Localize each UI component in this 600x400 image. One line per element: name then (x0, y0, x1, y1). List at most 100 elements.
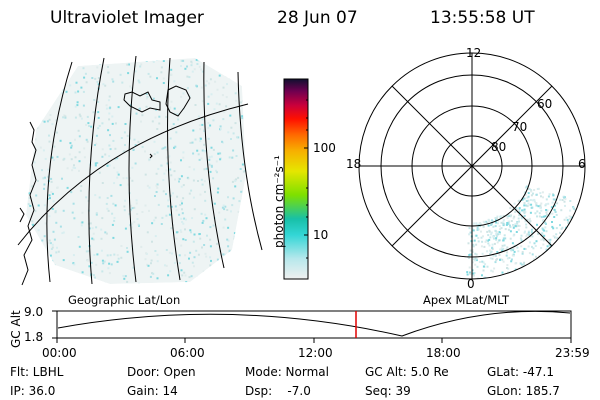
polar-speckle-dot (502, 221, 505, 224)
geo-speckle-dot (175, 131, 178, 134)
geo-speckle-dot (195, 249, 198, 252)
geo-speckle-dot (156, 277, 159, 280)
geo-speckle-dot (110, 263, 113, 266)
polar-speckle-dot (522, 263, 525, 266)
geo-speckle-dot (229, 277, 232, 280)
polar-speckle-dot (500, 275, 503, 278)
geo-speckle-dot (153, 153, 156, 156)
polar-speckle-dot (538, 212, 541, 215)
geo-speckle-dot (160, 66, 163, 69)
geo-speckle-dot (203, 180, 206, 183)
geo-speckle-dot (144, 150, 146, 153)
polar-speckle-dot (569, 209, 572, 212)
polar-speckle-dot (523, 197, 526, 200)
geo-speckle-dot (70, 158, 73, 161)
geo-speckle-dot (111, 212, 114, 215)
geo-speckle-dot (101, 259, 104, 262)
geo-speckle-dot (86, 115, 89, 118)
polar-speckle-dot (502, 237, 505, 240)
polar-speckle-dot (548, 215, 551, 218)
geo-speckle-dot (219, 125, 222, 128)
polar-speckle-dot (471, 250, 474, 253)
polar-speckle-dot (475, 223, 478, 226)
geo-speckle-dot (236, 227, 239, 230)
geo-speckle-dot (40, 119, 43, 122)
polar-speckle-dot (524, 186, 527, 189)
geo-speckle-dot (116, 260, 119, 263)
geo-speckle-dot (167, 205, 170, 208)
geo-speckle-dot (119, 184, 122, 187)
polar-speckle-dot (531, 253, 534, 256)
polar-speckle-dot (495, 233, 498, 236)
polar-speckle-dot (492, 254, 495, 257)
geo-speckle-dot (65, 90, 68, 93)
polar-speckle-dot (513, 225, 516, 228)
geo-speckle-dot (165, 169, 168, 172)
polar-speckle-dot (521, 265, 524, 267)
geo-speckle-dot (137, 223, 140, 226)
polar-speckle-dot (533, 200, 536, 203)
geo-speckle-dot (108, 155, 111, 158)
polar-speckle-dot (513, 273, 516, 276)
polar-speckle-dot (498, 225, 501, 228)
geographic-caption: Geographic Lat/Lon (68, 293, 181, 307)
geo-speckle-dot (43, 235, 46, 238)
geo-speckle-dot (191, 217, 194, 220)
geo-speckle-dot (116, 254, 119, 257)
altitude-x-tick-1200: 12:00 (298, 346, 333, 360)
geo-speckle-dot (108, 95, 111, 98)
geo-speckle-dot (215, 160, 218, 163)
colorbar-tick-10: 10 (313, 228, 329, 242)
geo-speckle-dot (33, 161, 36, 164)
geo-speckle-dot (107, 129, 110, 132)
geo-speckle-dot (94, 164, 97, 167)
geo-speckle-dot (162, 179, 165, 182)
polar-speckle-dot (552, 198, 555, 201)
polar-speckle-dot (544, 221, 547, 224)
geo-speckle-dot (169, 168, 172, 171)
geo-speckle-dot (214, 80, 217, 83)
geo-speckle-dot (197, 276, 200, 279)
geo-speckle-dot (43, 183, 46, 186)
geo-speckle-dot (64, 58, 67, 59)
geo-speckle-dot (222, 86, 225, 89)
geo-speckle-dot (234, 180, 237, 183)
geo-speckle-dot (82, 59, 85, 62)
polar-speckle-dot (482, 235, 484, 238)
geo-speckle-dot (240, 190, 243, 193)
polar-speckle-dot (472, 245, 475, 248)
geo-speckle-dot (26, 174, 27, 177)
polar-speckle-dot (531, 235, 534, 238)
geo-speckle-dot (128, 63, 130, 66)
geo-speckle-dot (72, 202, 75, 205)
geo-speckle-dot (134, 70, 137, 73)
geo-speckle-dot (26, 231, 28, 233)
geo-speckle-dot (55, 267, 58, 270)
geo-speckle-dot (32, 234, 35, 237)
polar-speckle-dot (563, 218, 566, 221)
geo-speckle-dot (52, 200, 55, 203)
polar-speckle-dot (529, 264, 532, 266)
geo-speckle-dot (43, 187, 45, 190)
geo-speckle-dot (131, 207, 134, 210)
geo-speckle-dot (160, 58, 163, 59)
polar-speckle-dot (541, 232, 544, 235)
geo-speckle-dot (53, 264, 56, 267)
polar-speckle-dot (517, 228, 520, 231)
polar-speckle-dot (477, 237, 480, 239)
polar-speckle-dot (515, 231, 518, 233)
geo-speckle-dot (232, 273, 235, 276)
polar-speckle-dot (500, 227, 503, 230)
geo-speckle-dot (221, 140, 223, 143)
geo-speckle-dot (228, 156, 231, 159)
polar-speckle-dot (542, 237, 545, 240)
geo-speckle-dot (209, 226, 212, 229)
polar-speckle-dot (509, 230, 512, 233)
geo-speckle-dot (109, 148, 112, 151)
geo-speckle-dot (236, 264, 239, 267)
geo-speckle-dot (219, 273, 222, 276)
polar-speckle-dot (481, 252, 484, 255)
geo-speckle-dot (181, 208, 183, 211)
altitude-x-tick-2359: 23:59 (555, 346, 590, 360)
status-ip: IP: 36.0 (10, 384, 56, 398)
